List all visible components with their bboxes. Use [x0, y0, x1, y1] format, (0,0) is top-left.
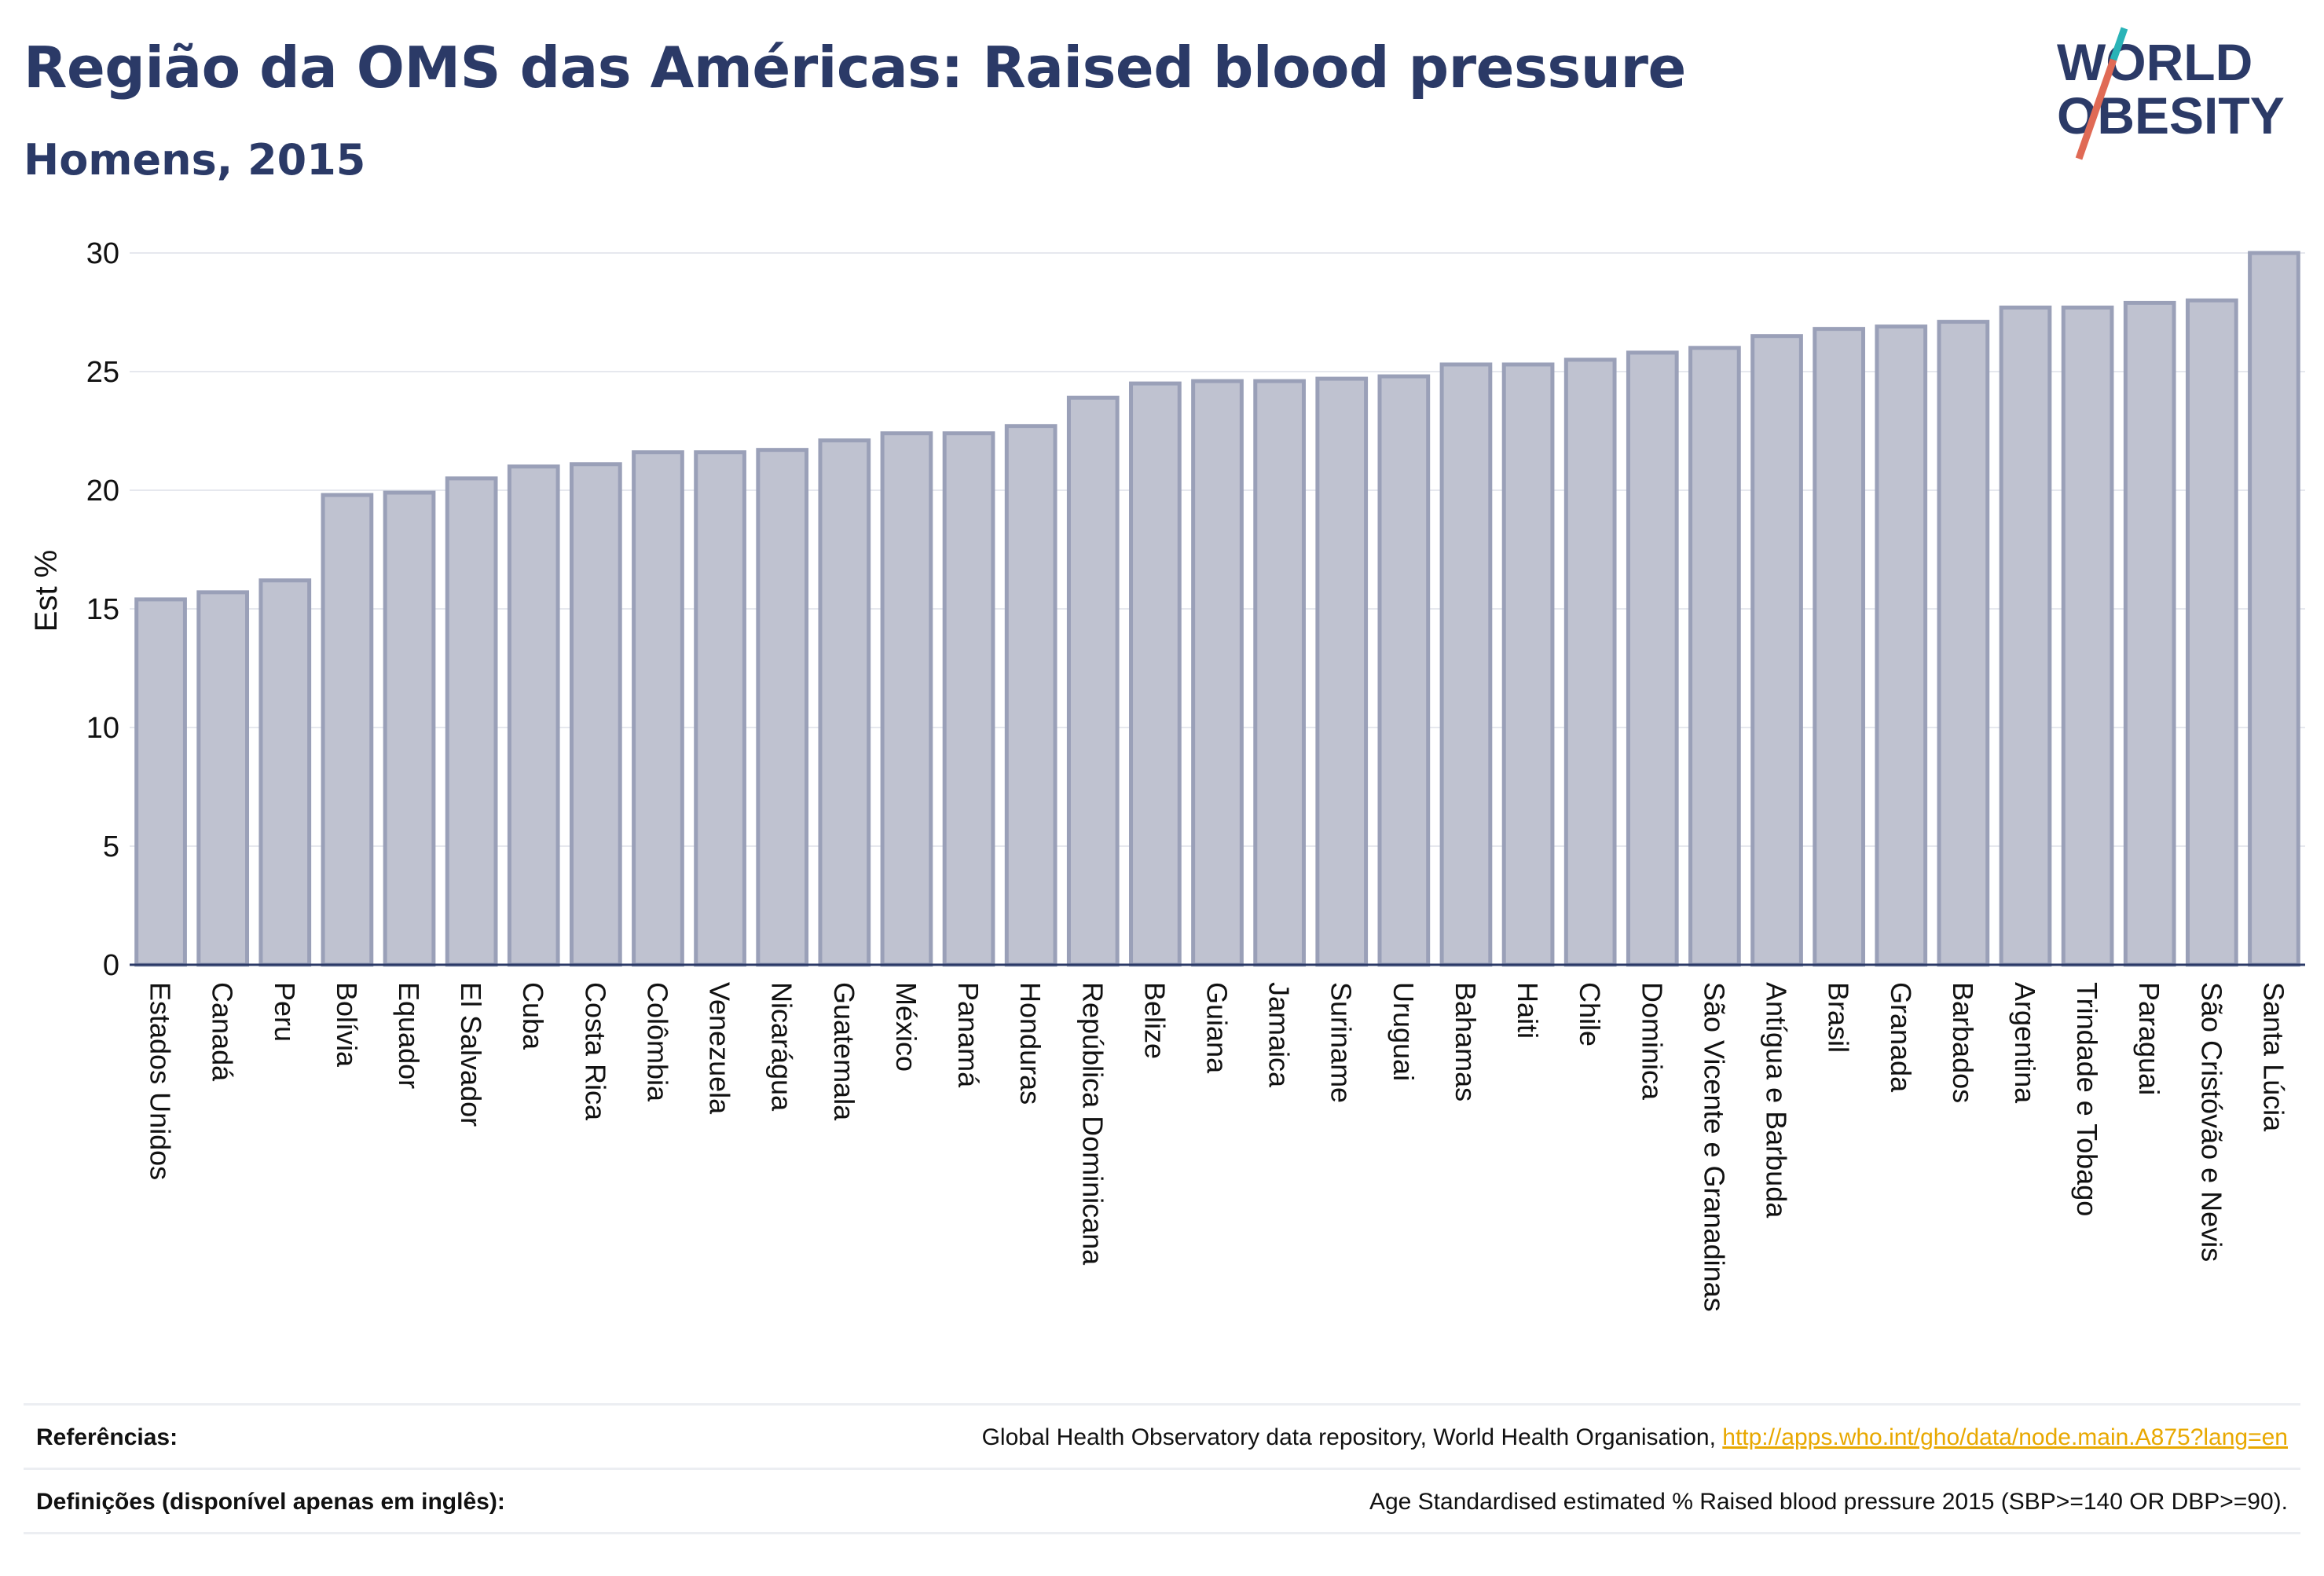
y-tick-label: 5 [103, 830, 119, 863]
y-axis-ticks: 0 5 10 15 20 25 30 [86, 237, 119, 982]
references-link[interactable]: http://apps.who.int/gho/data/node.main.A… [1722, 1424, 2288, 1450]
y-tick-label: 20 [86, 475, 119, 508]
page-title: Região da OMS das Américas: Raised blood… [24, 35, 1686, 101]
x-tick-label: Jamaica [1263, 982, 1296, 1088]
x-tick-label: Equador [393, 982, 425, 1089]
bar[interactable] [570, 462, 622, 967]
x-tick-label: Granada [1885, 982, 1917, 1093]
x-axis-tick-labels: Estados Unidos Canadá Peru Bolívia Equador El… [145, 982, 2290, 1312]
x-tick-label: Brasil [1823, 982, 1855, 1053]
x-tick-label: Santa Lúcia [2257, 982, 2289, 1132]
bar[interactable] [1688, 346, 1741, 967]
x-tick-label: São Cristóvão e Nevis [2195, 982, 2227, 1262]
bar-chart: 0 5 10 15 20 25 30 Est % Estados Unidos Canadá P… [29, 237, 2305, 1312]
references-text: Global Health Observatory data repositor… [981, 1424, 1723, 1450]
bar[interactable] [1129, 381, 1182, 967]
x-tick-label: Bahamas [1450, 982, 1482, 1101]
bar[interactable] [1750, 334, 1803, 967]
bar[interactable] [1563, 357, 1617, 967]
bar[interactable] [1004, 423, 1058, 967]
bar[interactable] [1501, 362, 1555, 967]
references-value: Global Health Observatory data repositor… [982, 1424, 2300, 1451]
x-tick-label: México [890, 982, 922, 1072]
references-row: Referências: Global Health Observatory d… [24, 1403, 2300, 1470]
x-tick-label: Honduras [1014, 982, 1047, 1105]
bar[interactable] [321, 493, 374, 967]
bar[interactable] [2061, 305, 2114, 967]
bar[interactable] [1999, 305, 2052, 967]
y-axis-label: Est % [29, 550, 64, 632]
references-bottom-divider [24, 1532, 2300, 1534]
x-tick-label: Belize [1138, 982, 1171, 1059]
bar[interactable] [1937, 320, 1990, 967]
page-subtitle: Homens, 2015 [24, 135, 366, 185]
bar[interactable] [1253, 379, 1306, 967]
x-tick-label: Canadá [207, 982, 239, 1082]
bar[interactable] [1066, 395, 1120, 967]
y-tick-label: 15 [86, 593, 119, 626]
x-tick-label: Suriname [1325, 982, 1358, 1103]
x-tick-label: República Dominicana [1076, 982, 1109, 1266]
x-tick-label: Colômbia [641, 982, 673, 1102]
x-tick-label: Haiti [1512, 982, 1544, 1039]
bar[interactable] [507, 464, 560, 967]
x-tick-label: Antígua e Barbuda [1761, 982, 1793, 1219]
x-tick-label: Panamá [952, 982, 984, 1088]
bar[interactable] [1626, 350, 1679, 967]
x-tick-label: Uruguai [1387, 982, 1420, 1081]
logo-slash-accent [2110, 27, 2128, 61]
x-tick-label: Argentina [2009, 982, 2041, 1104]
x-tick-label: Peru [269, 982, 301, 1042]
bars [134, 251, 2300, 967]
bar[interactable] [1813, 327, 1865, 967]
x-tick-label: Bolívia [331, 982, 363, 1068]
logo-line1: WORLD [2057, 33, 2253, 91]
logo-slash [2075, 58, 2117, 160]
bar[interactable] [632, 450, 684, 967]
bar[interactable] [1315, 376, 1369, 967]
bar[interactable] [445, 476, 498, 967]
bar[interactable] [2248, 251, 2300, 967]
bar[interactable] [1439, 362, 1493, 967]
x-tick-label: El Salvador [455, 982, 487, 1127]
x-tick-label: Chile [1574, 982, 1606, 1046]
y-tick-label: 10 [86, 712, 119, 745]
y-tick-label: 25 [86, 356, 119, 389]
x-tick-label: Paraguai [2133, 982, 2165, 1095]
x-tick-label: Nicarágua [766, 982, 798, 1112]
bar[interactable] [1377, 374, 1431, 967]
x-tick-label: São Vicente e Granadinas [1698, 982, 1730, 1312]
x-tick-label: Trindade e Tobago [2071, 982, 2103, 1216]
definitions-label: Definições (disponível apenas em inglês)… [36, 1489, 505, 1515]
x-tick-label: Dominica [1636, 982, 1668, 1101]
bar[interactable] [942, 431, 995, 967]
definitions-text: Age Standardised estimated % Raised bloo… [1369, 1489, 2288, 1515]
bar[interactable] [880, 431, 933, 967]
y-tick-label: 30 [86, 237, 119, 270]
bar[interactable] [694, 450, 746, 967]
world-obesity-logo: WORLD OBESITY [2057, 27, 2285, 160]
y-tick-label: 0 [103, 949, 119, 982]
x-tick-label: Barbados [1947, 982, 1979, 1103]
bar[interactable] [756, 448, 809, 967]
x-tick-label: Costa Rica [579, 982, 611, 1121]
bar[interactable] [1875, 324, 1928, 967]
bar[interactable] [258, 578, 312, 967]
x-tick-label: Estados Unidos [145, 982, 177, 1180]
bar[interactable] [2123, 300, 2176, 967]
bar[interactable] [2185, 298, 2238, 967]
bar[interactable] [1191, 379, 1244, 967]
references-label: Referências: [36, 1424, 178, 1450]
bar[interactable] [818, 438, 871, 967]
bar[interactable] [134, 597, 187, 967]
x-tick-label: Guatemala [828, 982, 860, 1121]
x-tick-label: Venezuela [704, 982, 736, 1115]
x-tick-label: Guiana [1201, 982, 1233, 1074]
bar[interactable] [196, 590, 250, 967]
bar[interactable] [383, 490, 436, 967]
definitions-row: Definições (disponível apenas em inglês)… [24, 1468, 2300, 1534]
x-tick-label: Cuba [517, 982, 549, 1050]
